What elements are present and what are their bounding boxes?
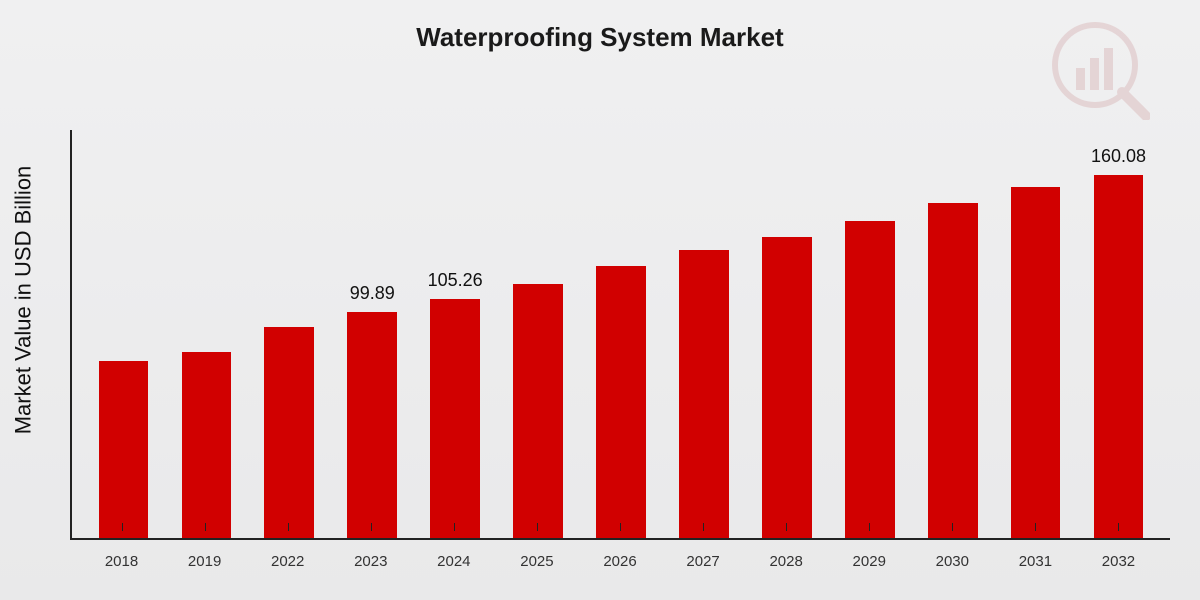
x-tick: 2018 xyxy=(80,553,163,570)
x-tick: 2027 xyxy=(662,553,745,570)
bar-slot xyxy=(828,130,911,538)
bar: 160.08 xyxy=(1094,175,1144,538)
bar-value-label: 99.89 xyxy=(350,283,395,304)
bar: 105.26 xyxy=(430,299,480,538)
bar xyxy=(845,221,895,538)
x-tick-label: 2027 xyxy=(662,553,745,570)
bar-slot xyxy=(82,130,165,538)
watermark-logo-icon xyxy=(1050,20,1150,120)
x-tick: 2031 xyxy=(994,553,1077,570)
x-tick: 2023 xyxy=(329,553,412,570)
bar xyxy=(679,250,729,538)
bar xyxy=(928,203,978,538)
x-tick: 2022 xyxy=(246,553,329,570)
chart-title: Waterproofing System Market xyxy=(0,22,1200,53)
bar xyxy=(182,352,232,538)
bar-value-label: 160.08 xyxy=(1091,146,1146,167)
x-tick-label: 2026 xyxy=(578,553,661,570)
x-tick-label: 2019 xyxy=(163,553,246,570)
chart-canvas: Waterproofing System Market Market Value… xyxy=(0,0,1200,600)
bar-slot: 105.26 xyxy=(414,130,497,538)
bar-slot xyxy=(248,130,331,538)
x-tick: 2024 xyxy=(412,553,495,570)
x-tick-label: 2023 xyxy=(329,553,412,570)
y-axis-label: Market Value in USD Billion xyxy=(10,166,36,435)
bar-slot xyxy=(662,130,745,538)
x-tick-label: 2032 xyxy=(1077,553,1160,570)
bar xyxy=(1011,187,1061,538)
bar xyxy=(762,237,812,538)
x-tick: 2026 xyxy=(578,553,661,570)
x-tick-label: 2022 xyxy=(246,553,329,570)
bar-slot xyxy=(994,130,1077,538)
plot-area: 99.89 105.26 160.08 xyxy=(70,130,1170,540)
bar-value-label: 105.26 xyxy=(428,270,483,291)
x-tick-label: 2028 xyxy=(745,553,828,570)
x-tick: 2028 xyxy=(745,553,828,570)
bar-slot xyxy=(911,130,994,538)
x-tick-label: 2029 xyxy=(828,553,911,570)
bar xyxy=(264,327,314,538)
x-tick-label: 2031 xyxy=(994,553,1077,570)
bar-slot xyxy=(580,130,663,538)
bar-slot: 160.08 xyxy=(1077,130,1160,538)
x-tick: 2025 xyxy=(495,553,578,570)
bars-container: 99.89 105.26 160.08 xyxy=(72,130,1170,538)
x-ticks-container: 2018201920222023202420252026202720282029… xyxy=(70,553,1170,570)
x-tick-label: 2030 xyxy=(911,553,994,570)
bar xyxy=(596,266,646,538)
x-tick: 2019 xyxy=(163,553,246,570)
x-tick-label: 2024 xyxy=(412,553,495,570)
x-tick-label: 2018 xyxy=(80,553,163,570)
y-axis-label-wrap: Market Value in USD Billion xyxy=(8,0,38,600)
bar-slot xyxy=(497,130,580,538)
bar-slot xyxy=(745,130,828,538)
x-tick: 2030 xyxy=(911,553,994,570)
bar: 99.89 xyxy=(347,312,397,538)
bar-slot xyxy=(165,130,248,538)
bar xyxy=(99,361,149,538)
x-tick: 2032 xyxy=(1077,553,1160,570)
bar xyxy=(513,284,563,538)
x-tick: 2029 xyxy=(828,553,911,570)
bar-slot: 99.89 xyxy=(331,130,414,538)
x-tick-label: 2025 xyxy=(495,553,578,570)
